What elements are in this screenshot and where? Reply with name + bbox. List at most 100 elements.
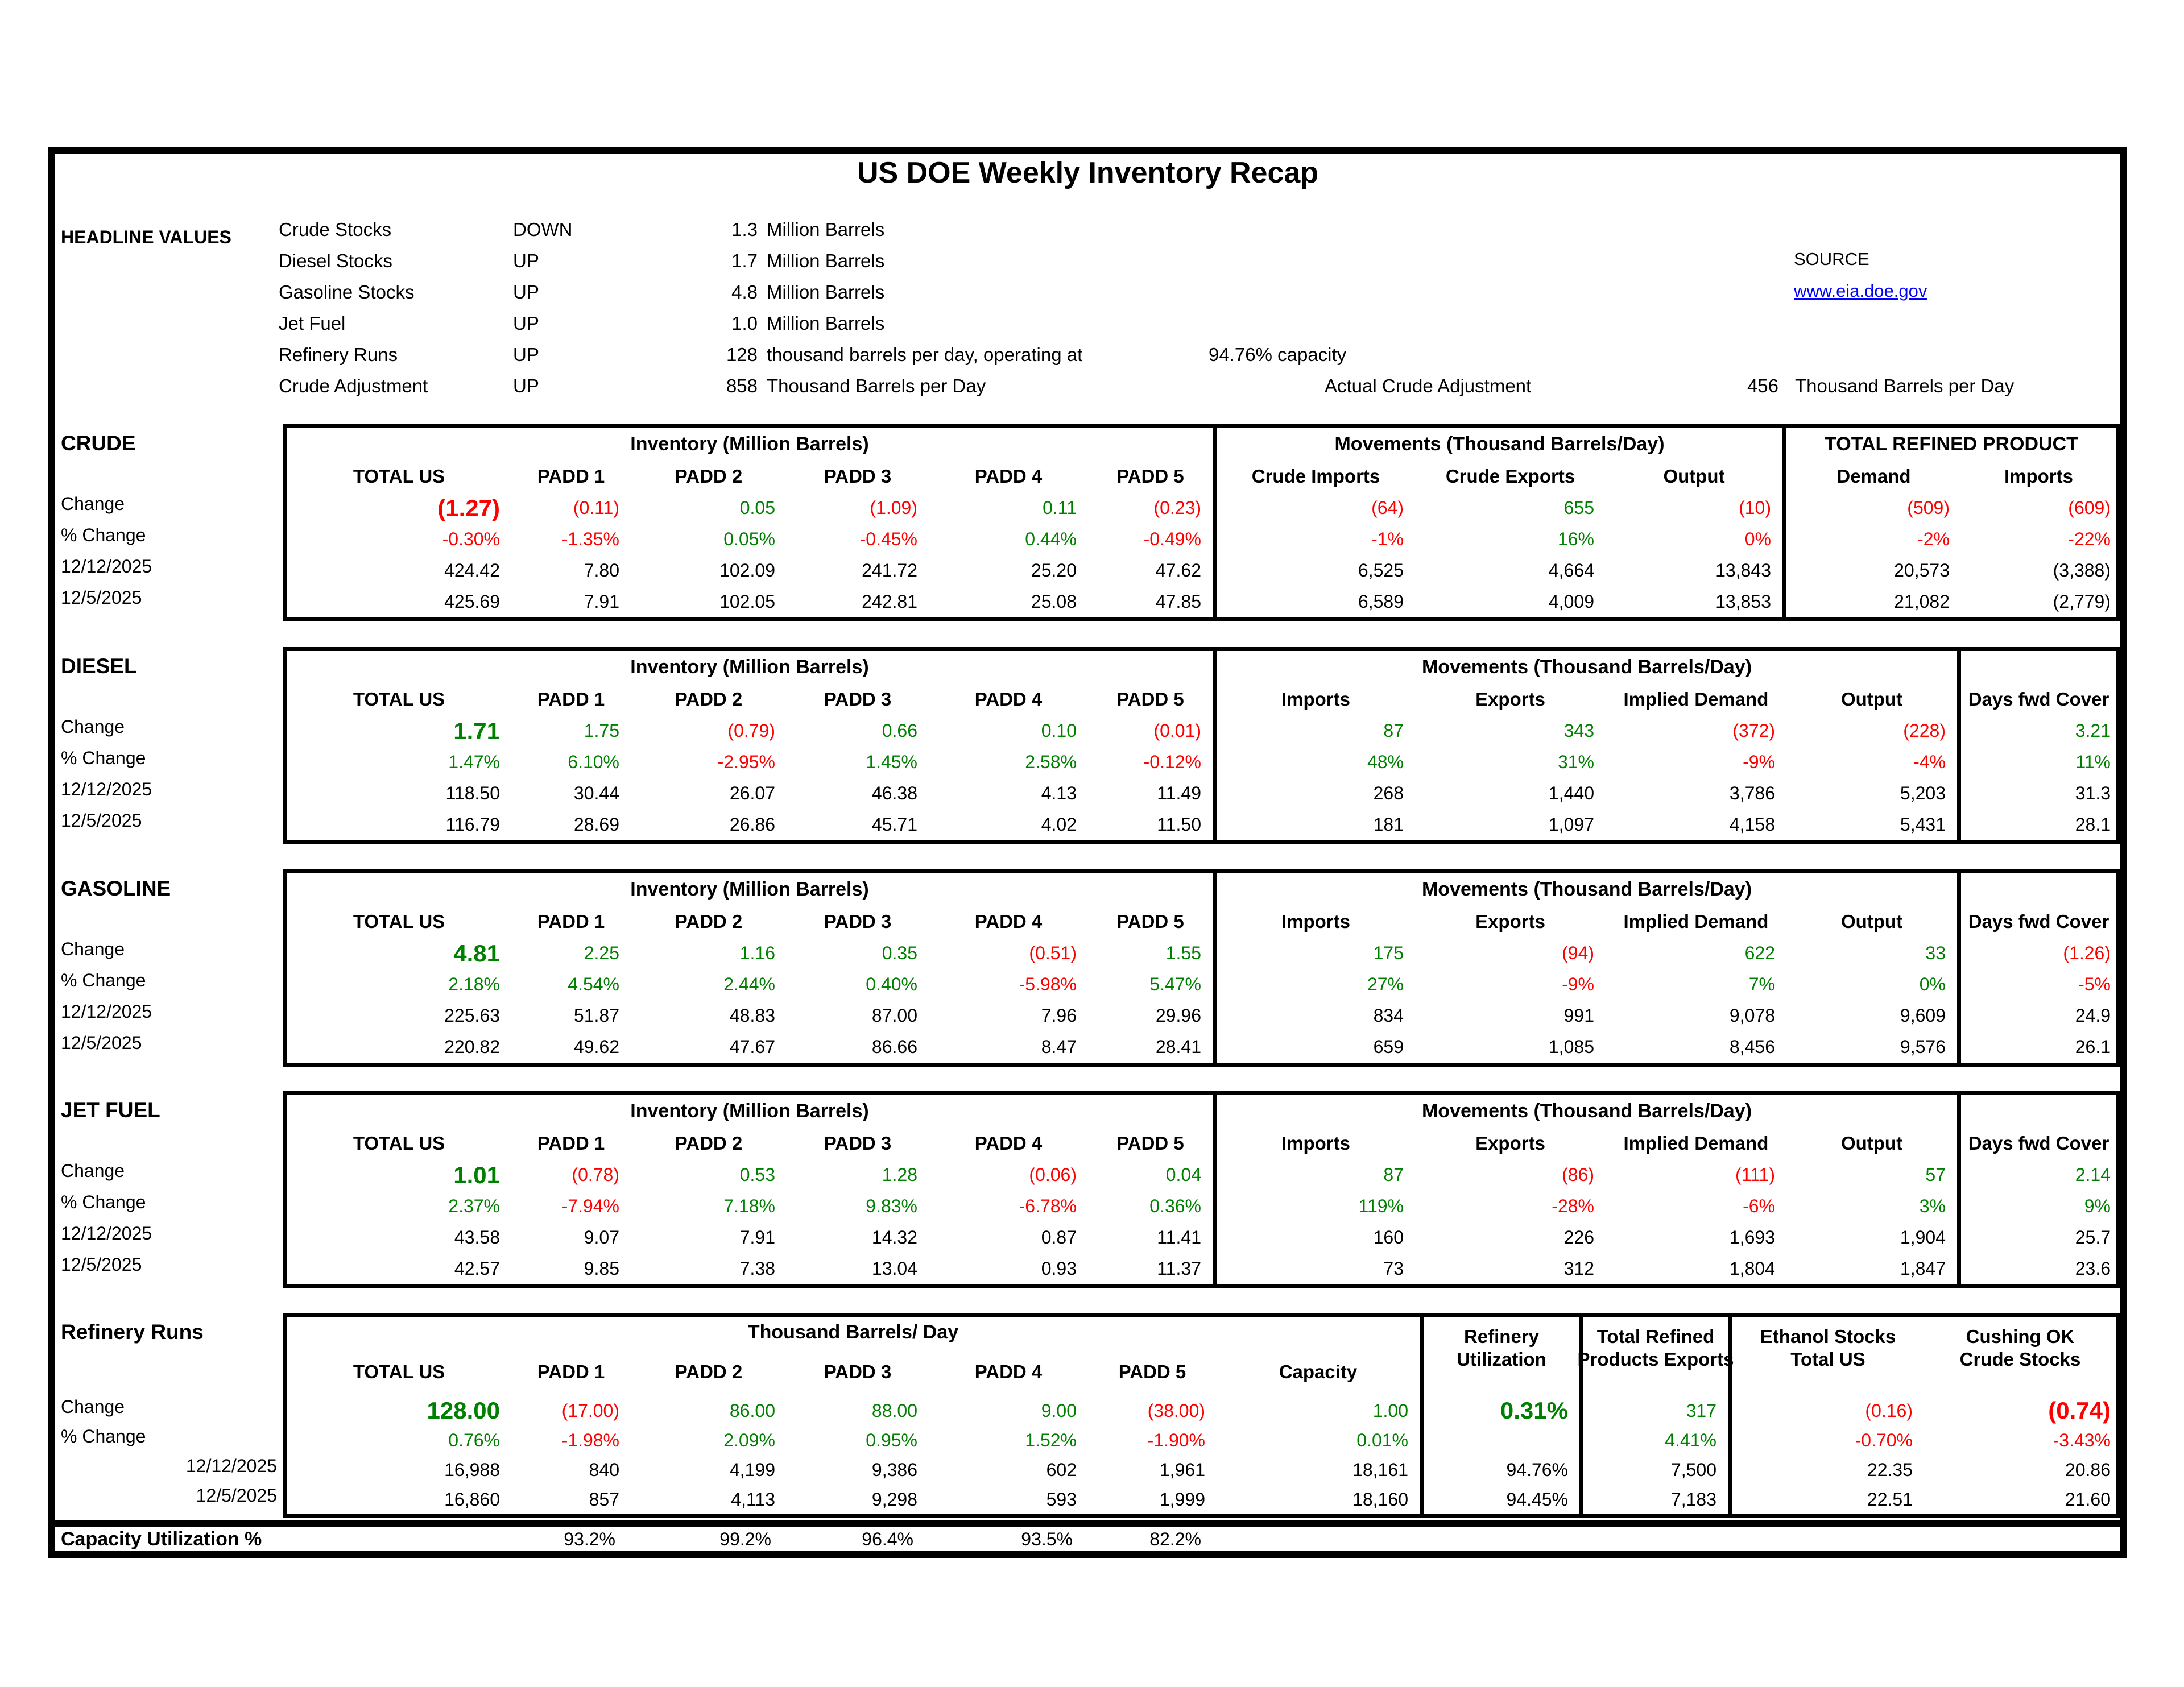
column-header: Days fwd Cover xyxy=(1968,910,2109,932)
data-cell: 9,386 xyxy=(871,1459,917,1480)
data-cell: 86.00 xyxy=(729,1400,775,1421)
data-cell: 119% xyxy=(1358,1196,1404,1216)
data-cell: 6,525 xyxy=(1358,560,1404,581)
data-cell: (1.09) xyxy=(870,498,917,518)
data-cell: 21.60 xyxy=(2065,1489,2111,1510)
data-cell: 2.44% xyxy=(723,974,775,994)
data-cell: 4,009 xyxy=(1548,591,1594,612)
data-cell: 425.69 xyxy=(444,591,500,612)
data-cell: 268 xyxy=(1373,783,1404,803)
column-header: PADD 5 xyxy=(1088,1127,1217,1159)
column-header: Imports xyxy=(2004,465,2073,487)
data-cell: 0.11 xyxy=(1043,498,1077,518)
data-table-refinery: Thousand Barrels/ Day Refinery Total Refin… xyxy=(283,1313,2120,1518)
data-cell: -5.98% xyxy=(1019,974,1077,994)
column-header: Crude Exports xyxy=(1445,465,1575,487)
row-label: 12/12/2025 xyxy=(185,1456,277,1476)
data-cell: 225.63 xyxy=(444,1005,500,1026)
data-cell: -1.98% xyxy=(561,1429,619,1450)
column-header: TOTAL US xyxy=(353,1132,445,1154)
group-header xyxy=(1961,651,2116,683)
row-label: 12/5/2025 xyxy=(61,1033,142,1053)
column-header-top: Cushing OK xyxy=(1966,1326,2075,1347)
row-label: 12/5/2025 xyxy=(196,1485,277,1506)
data-cell: 1,999 xyxy=(1159,1489,1205,1510)
data-cell: 22.35 xyxy=(1867,1459,1913,1480)
headline-unit: Million Barrels xyxy=(767,219,885,240)
data-cell: (228) xyxy=(1786,715,1961,747)
data-cell: (0.16) xyxy=(1865,1400,1913,1421)
data-cell: 0.66 xyxy=(882,720,917,741)
data-cell: (38.00) xyxy=(1147,1400,1205,1421)
data-cell: 4.54% xyxy=(568,974,619,994)
headline-unit: thousand barrels per day, operating at xyxy=(767,344,1083,365)
data-cell: 0.36% xyxy=(1088,1191,1217,1222)
data-cell: (0.23) xyxy=(1088,492,1217,524)
section-label-crude: CRUDE xyxy=(61,432,136,455)
data-cell: -0.12% xyxy=(1088,747,1217,778)
data-cell: -0.70% xyxy=(1855,1429,1913,1450)
row-label: 12/5/2025 xyxy=(61,810,142,831)
column-header: PADD 2 xyxy=(675,1361,743,1382)
column-header: PADD 4 xyxy=(974,465,1043,487)
column-header: PADD 5 xyxy=(1118,1361,1186,1382)
headline-item-label: Refinery Runs xyxy=(279,344,398,365)
data-cell: -1.90% xyxy=(1147,1429,1205,1450)
data-cell: (111) xyxy=(1735,1164,1775,1185)
data-cell: (509) xyxy=(1907,498,1950,518)
data-cell: 1.00 xyxy=(1217,1396,1424,1425)
data-cell: 48% xyxy=(1367,752,1404,772)
data-cell: (0.78) xyxy=(572,1164,619,1185)
headline-unit: Million Barrels xyxy=(767,250,885,271)
data-cell: 0.87 xyxy=(1041,1227,1077,1247)
data-cell: 26.07 xyxy=(729,783,775,803)
data-cell: 655 xyxy=(1563,498,1594,518)
data-cell: (0.11) xyxy=(573,498,619,518)
row-label: % Change xyxy=(61,1426,146,1446)
data-cell: 7,183 xyxy=(1583,1485,1732,1514)
data-cell: 16,988 xyxy=(444,1459,500,1480)
data-cell: 16,860 xyxy=(444,1489,500,1510)
data-cell: 1.75 xyxy=(584,720,619,741)
column-header: PADD 3 xyxy=(824,910,892,932)
row-label: % Change xyxy=(61,748,146,768)
data-cell: 9.07 xyxy=(584,1227,619,1247)
data-cell: 22.51 xyxy=(1867,1489,1913,1510)
eia-link[interactable]: www.eia.doe.gov xyxy=(1794,281,1927,301)
column-header: PADD 2 xyxy=(675,1132,743,1154)
data-cell: 0% xyxy=(1606,524,1786,555)
column-header: PADD 3 xyxy=(824,688,892,710)
headline-row: Gasoline Stocks UP 4.8 Million Barrels xyxy=(279,276,2120,308)
headline-extra-unit: Thousand Barrels per Day xyxy=(1795,375,2015,396)
data-cell: 312 xyxy=(1563,1258,1594,1279)
data-cell: 1,085 xyxy=(1548,1037,1594,1057)
data-table-crude: Inventory (Million Barrels) Movements (Th… xyxy=(283,424,2120,621)
data-cell: 24.9 xyxy=(2075,1005,2111,1026)
page-title: US DOE Weekly Inventory Recap xyxy=(857,156,1319,189)
row-label: Change xyxy=(61,939,125,959)
data-cell: 424.42 xyxy=(444,560,500,581)
data-cell: 116.79 xyxy=(445,814,500,835)
data-cell: -2% xyxy=(1917,529,1950,549)
column-header: Imports xyxy=(1281,1132,1350,1154)
row-label: 12/5/2025 xyxy=(61,587,142,608)
data-cell: 7.91 xyxy=(584,591,619,612)
column-header: Implied Demand xyxy=(1623,688,1769,710)
data-cell: 2.09% xyxy=(723,1429,775,1450)
data-cell: 25.20 xyxy=(1031,560,1077,581)
group-header: Movements (Thousand Barrels/Day) xyxy=(1217,873,1961,905)
column-header: PADD 2 xyxy=(675,910,743,932)
data-cell: 13,853 xyxy=(1606,586,1786,617)
data-cell: 16% xyxy=(1557,529,1594,549)
group-header: Movements (Thousand Barrels/Day) xyxy=(1217,1095,1961,1127)
capacity-utilization-value: 82.2% xyxy=(1149,1528,1201,1549)
data-cell: 1,693 xyxy=(1729,1227,1775,1247)
data-table-product: Inventory (Million Barrels) Movements (Th… xyxy=(283,869,2120,1067)
headline-values-label: HEADLINE VALUES xyxy=(61,227,231,247)
data-cell: (0.74) xyxy=(2048,1397,2111,1424)
data-cell: 1.52% xyxy=(1025,1429,1077,1450)
headline-item-label: Gasoline Stocks xyxy=(279,281,415,302)
data-cell: -6.78% xyxy=(1019,1196,1077,1216)
headline-row: Jet Fuel UP 1.0 Million Barrels xyxy=(279,308,2120,339)
data-cell: 20.86 xyxy=(2065,1459,2111,1480)
